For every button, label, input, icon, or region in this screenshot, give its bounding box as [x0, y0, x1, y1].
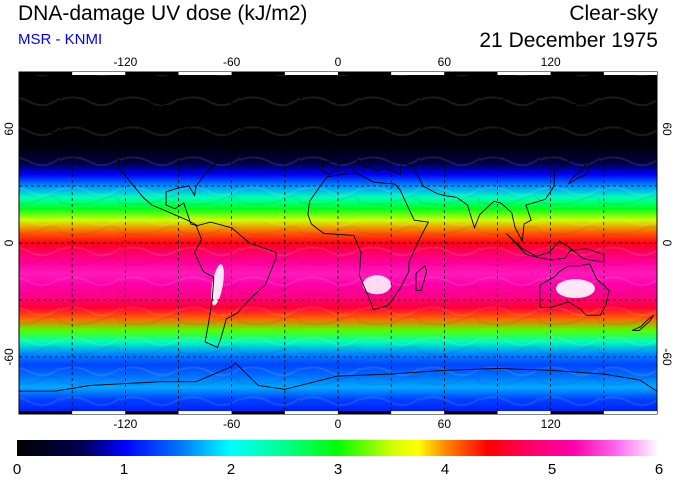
lat-tick-label-left: 60 [2, 122, 16, 136]
lat-tick-label-right: -60 [660, 348, 674, 366]
date-label: 21 December 1975 [479, 29, 658, 52]
frame-segment [125, 72, 179, 75]
frame-segment [178, 72, 232, 75]
frame-segment [284, 72, 338, 75]
colorbar-tick-label: 6 [655, 461, 663, 478]
lon-tick-label-bottom: 60 [438, 417, 452, 431]
frame-segment [603, 411, 657, 414]
frame-segment [391, 72, 445, 75]
axis-ticks: -120 -120 -60 -60 0 0 60 60 120 120 60 60 0 0 -60 -60 [2, 55, 674, 431]
frame-segment [125, 411, 179, 414]
coastline-australia [539, 263, 610, 316]
coastline-south-america [193, 221, 277, 349]
lon-tick-label-top: 120 [541, 55, 561, 69]
coastline-indonesia [506, 233, 605, 263]
coastline-new-zealand [632, 314, 654, 331]
frame-segment [391, 411, 445, 414]
lon-tick-label-top: 0 [335, 55, 342, 69]
coastline-japan [568, 155, 591, 185]
lon-tick-label-bottom: 0 [335, 417, 342, 431]
map-title: DNA-damage UV dose (kJ/m2) [18, 2, 308, 25]
frame-segment [19, 411, 73, 414]
coastline-eurasia [321, 96, 658, 243]
lat-tick-label-left: 0 [2, 239, 16, 246]
lat-tick-label-right: 60 [660, 122, 674, 136]
lon-tick-label-bottom: 120 [541, 417, 561, 431]
frame-segment [603, 72, 657, 75]
colorbar-tick-label: 1 [120, 461, 128, 478]
frame-segment [550, 72, 604, 75]
frame-segment [72, 72, 126, 75]
coastlines [19, 84, 658, 392]
lon-tick-label-top: -120 [113, 55, 137, 69]
colorbar-tick-label: 5 [548, 461, 556, 478]
colorbar: 0 1 2 3 4 5 6 [13, 440, 663, 478]
colorbar-tick-label: 4 [441, 461, 449, 478]
frame-segment [338, 72, 392, 75]
sky-condition-label: Clear-sky [569, 2, 658, 25]
colorbar-tick-label: 3 [334, 461, 342, 478]
colorbar-tick-label: 0 [13, 461, 21, 478]
coastline-madagascar [415, 265, 428, 291]
frame-segment [231, 411, 285, 414]
frame-segment [284, 411, 338, 414]
graticule [19, 72, 657, 414]
frame-segment [72, 411, 126, 414]
coastline-africa [307, 172, 430, 311]
frame-segment [338, 411, 392, 414]
frame-segment [550, 411, 604, 414]
frame-segment [444, 72, 498, 75]
lat-tick-label-left: -60 [2, 348, 16, 366]
colorbar-scale [17, 440, 659, 456]
map-subtitle: MSR - KNMI [18, 31, 103, 48]
south-america-hotspot [211, 264, 224, 306]
africa-hotspot [362, 275, 392, 295]
frame-segment [178, 411, 232, 414]
coastline-greenland [209, 84, 304, 130]
lon-tick-label-top: -60 [223, 55, 241, 69]
frame-segment [497, 411, 551, 414]
lat-tick-label-right: 0 [660, 240, 674, 247]
frame-segment [19, 72, 73, 75]
map-panel: -120 -120 -60 -60 0 0 60 60 120 120 60 60 0 0 -60 -60 [2, 55, 674, 431]
frame-segment [497, 72, 551, 75]
lon-tick-label-bottom: -120 [113, 417, 137, 431]
coastline-britain [326, 132, 343, 149]
coastline-antarctica [19, 362, 658, 392]
frame-segment [231, 72, 285, 75]
colorbar-labels: 0 1 2 3 4 5 6 [13, 461, 663, 478]
lon-tick-label-bottom: -60 [223, 417, 241, 431]
colorbar-tick-label: 2 [227, 461, 235, 478]
lon-tick-label-top: 60 [438, 55, 452, 69]
australia-hotspot [555, 279, 595, 299]
frame-segment [444, 411, 498, 414]
